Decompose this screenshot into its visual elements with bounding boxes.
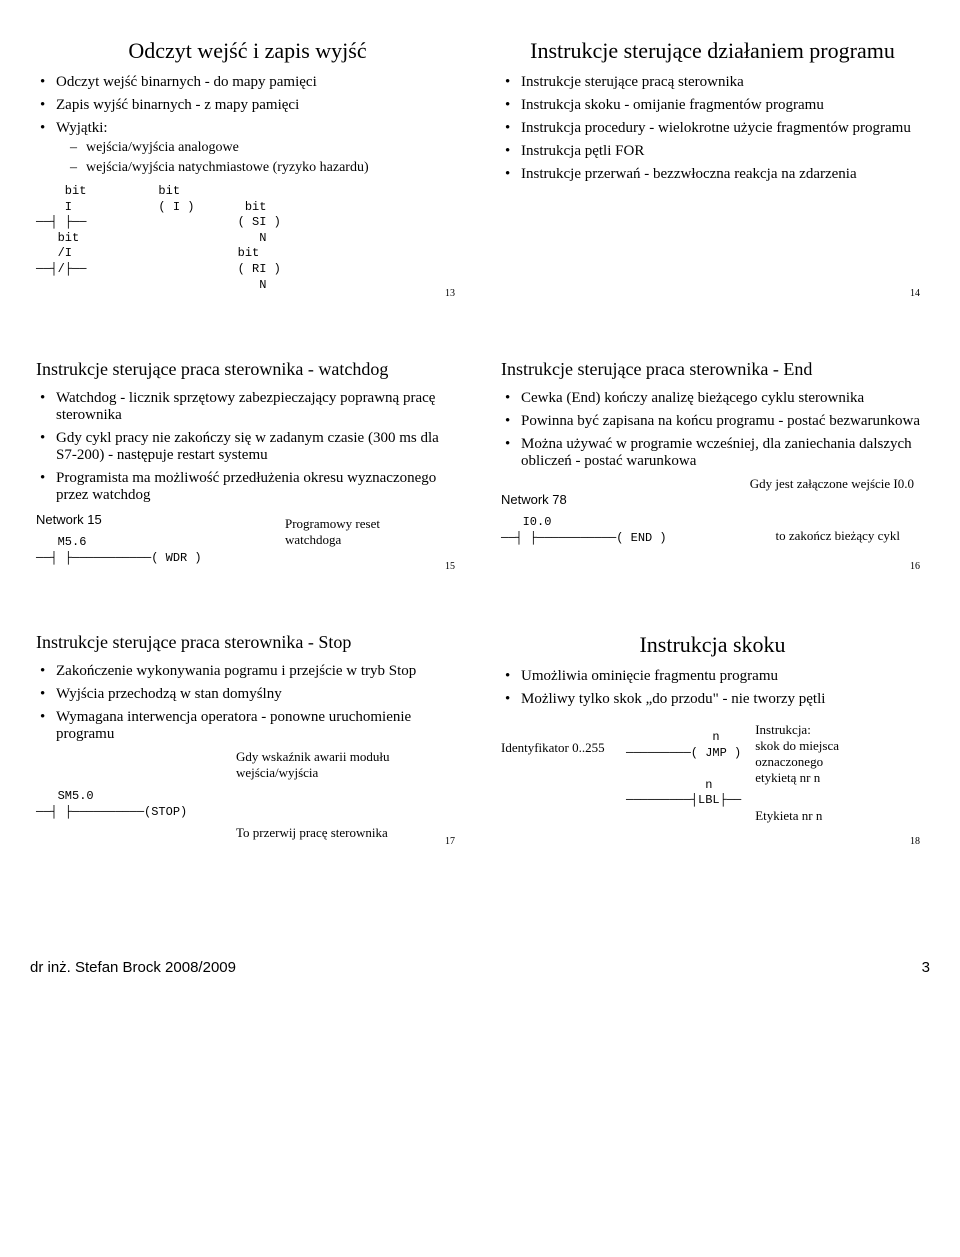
row-1: Odczyt wejść i zapis wyjść Odczyt wejść … xyxy=(30,30,930,301)
slide-15-title: Instrukcje sterujące praca sterownika - … xyxy=(36,359,459,380)
slide-16: Instrukcje sterujące praca sterownika - … xyxy=(495,351,930,574)
slide-13-b3: Wyjątki: wejścia/wyjścia analogowe wejśc… xyxy=(40,120,459,176)
slide-17-cap1: Gdy wskaźnik awarii modułu wejścia/wyjśc… xyxy=(236,749,416,781)
row-2: Instrukcje sterujące praca sterownika - … xyxy=(30,351,930,574)
slide-15-num: 15 xyxy=(445,561,455,572)
slide-14-b1: Instrukcje sterujące pracą sterownika xyxy=(505,74,924,91)
slide-18-jmp-ladder: n ─────────( JMP ) xyxy=(626,730,741,761)
slide-17-ladder: SM5.0 ──┤ ├──────────(STOP) xyxy=(36,789,459,820)
slide-17-title: Instrukcje sterujące praca sterownika - … xyxy=(36,632,459,653)
footer-right: 3 xyxy=(922,959,930,976)
slide-17-num: 17 xyxy=(445,836,455,847)
slide-15-b1: Watchdog - licznik sprzętowy zabezpiecza… xyxy=(40,390,459,424)
slide-14-b4: Instrukcja pętli FOR xyxy=(505,143,924,160)
slide-18-cap2: Etykieta nr n xyxy=(755,808,839,824)
slide-14-title: Instrukcje sterujące działaniem programu xyxy=(501,38,924,64)
page-footer: dr inż. Stefan Brock 2008/2009 3 xyxy=(30,959,930,976)
row-3: Instrukcje sterujące praca sterownika - … xyxy=(30,624,930,848)
slide-13: Odczyt wejść i zapis wyjść Odczyt wejść … xyxy=(30,30,465,301)
slide-18-cap1: Instrukcja: skok do miejsca oznaczonego … xyxy=(755,722,839,786)
slide-13-title: Odczyt wejść i zapis wyjść xyxy=(36,38,459,64)
slide-18-lbl-ladder: n ─────────┤LBL├── xyxy=(626,778,741,809)
slide-18-idlabel: Identyfikator 0..255 xyxy=(501,722,626,756)
slide-16-title: Instrukcje sterujące praca sterownika - … xyxy=(501,359,924,380)
slide-13-b1: Odczyt wejść binarnych - do mapy pamięci xyxy=(40,74,459,91)
slide-18: Instrukcja skoku Umożliwia ominięcie fra… xyxy=(495,624,930,848)
slide-14: Instrukcje sterujące działaniem programu… xyxy=(495,30,930,301)
slide-16-b3: Można używać w programie wcześniej, dla … xyxy=(505,436,924,470)
slide-17-b3: Wymagana interwencja operatora - ponowne… xyxy=(40,709,459,743)
slide-13-b3-text: Wyjątki: xyxy=(56,120,108,136)
slide-13-ladder: bit bit I ( I ) bit ──┤ ├── ( SI ) bit N… xyxy=(36,184,459,293)
page: Odczyt wejść i zapis wyjść Odczyt wejść … xyxy=(30,30,930,976)
slide-13-b3a: wejścia/wyjścia analogowe xyxy=(70,140,459,156)
slide-15-b3: Programista ma możliwość przedłużenia ok… xyxy=(40,470,459,504)
slide-16-b1: Cewka (End) kończy analizę bieżącego cyk… xyxy=(505,390,924,407)
slide-16-cap2: to zakończ bieżący cykl xyxy=(750,528,900,544)
slide-18-title: Instrukcja skoku xyxy=(501,632,924,658)
slide-14-b2: Instrukcja skoku - omijanie fragmentów p… xyxy=(505,97,924,114)
slide-18-b2: Możliwy tylko skok „do przodu" - nie two… xyxy=(505,691,924,708)
slide-14-b3: Instrukcja procedury - wielokrotne użyci… xyxy=(505,120,924,137)
slide-16-num: 16 xyxy=(910,561,920,572)
slide-16-cap1: Gdy jest załączone wejście I0.0 xyxy=(501,476,914,492)
slide-17: Instrukcje sterujące praca sterownika - … xyxy=(30,624,465,848)
slide-14-b5: Instrukcje przerwań - bezzwłoczna reakcj… xyxy=(505,166,924,183)
slide-17-cap2: To przerwij pracę sterownika xyxy=(236,825,416,841)
footer-left: dr inż. Stefan Brock 2008/2009 xyxy=(30,959,236,976)
slide-13-num: 13 xyxy=(445,288,455,299)
slide-15-b2: Gdy cykl pracy nie zakończy się w zadany… xyxy=(40,430,459,464)
slide-15: Instrukcje sterujące praca sterownika - … xyxy=(30,351,465,574)
slide-17-b1: Zakończenie wykonywania pogramu i przejś… xyxy=(40,663,459,680)
slide-15-cap: Programowy reset watchdoga xyxy=(285,516,435,548)
slide-13-b3b: wejścia/wyjścia natychmiastowe (ryzyko h… xyxy=(70,160,459,176)
slide-14-num: 14 xyxy=(910,288,920,299)
slide-13-b2: Zapis wyjść binarnych - z mapy pamięci xyxy=(40,97,459,114)
slide-16-net: Network 78 xyxy=(501,492,924,507)
slide-18-num: 18 xyxy=(910,836,920,847)
slide-18-b1: Umożliwia ominięcie fragmentu programu xyxy=(505,668,924,685)
slide-17-b2: Wyjścia przechodzą w stan domyślny xyxy=(40,686,459,703)
slide-16-b2: Powinna być zapisana na końcu programu -… xyxy=(505,413,924,430)
